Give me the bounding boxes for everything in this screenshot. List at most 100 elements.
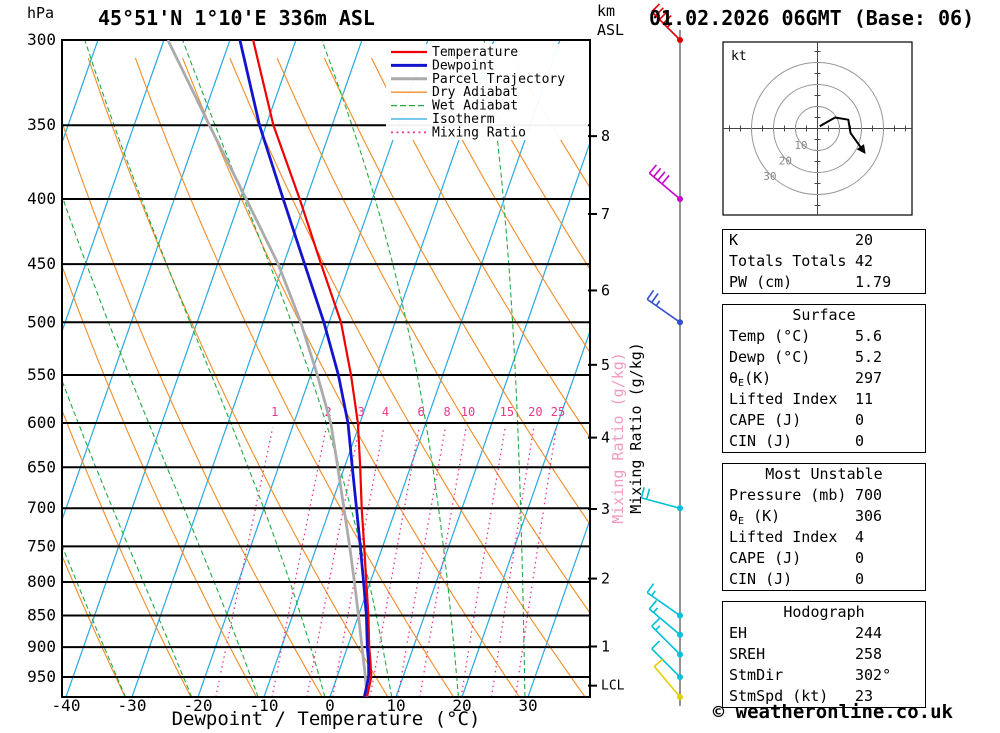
table-row: Pressure (mb) 700	[723, 485, 925, 506]
row-value: 5.2	[855, 348, 883, 366]
table-row: θE (K) 306	[723, 506, 925, 527]
wind-barb	[640, 487, 683, 512]
svg-text:1: 1	[271, 405, 278, 419]
table-row: EH 244	[723, 623, 925, 644]
svg-text:15: 15	[500, 405, 514, 419]
wind-barb	[646, 583, 683, 619]
km-axis-unit-line2: ASL	[597, 21, 625, 39]
svg-text:3: 3	[601, 500, 610, 518]
mixing-ratio-axis-label-pink: Mixing Ratio (g/kg)	[609, 352, 627, 524]
table-row: CAPE (J) 0	[723, 410, 925, 431]
svg-text:5: 5	[601, 356, 610, 374]
wind-barb	[651, 640, 683, 681]
hodograph-ring	[773, 84, 862, 173]
datetime-label: 01.02.2026 06GMT (Base: 06)	[649, 6, 975, 30]
table-row: θE(K) 297	[723, 368, 925, 389]
table-row: Lifted Index 4	[723, 527, 925, 548]
theta-e-subscript: E	[738, 516, 745, 527]
svg-text:Wet Adiabat: Wet Adiabat	[432, 99, 518, 114]
row-value: 11	[855, 390, 874, 408]
row-label: EH	[729, 624, 748, 642]
svg-text:0: 0	[325, 696, 335, 715]
row-label: StmDir	[729, 666, 784, 684]
mixing-ratio-lines: 1 2 3 4 6 8 10 15 20 25	[215, 405, 565, 697]
svg-text:Isotherm: Isotherm	[432, 112, 495, 127]
svg-text:650: 650	[27, 457, 56, 476]
row-value: 0	[855, 432, 865, 450]
svg-text:6: 6	[601, 281, 610, 299]
svg-text:2: 2	[601, 570, 610, 588]
wind-barb	[653, 658, 683, 700]
wind-barb-column	[640, 3, 683, 706]
indices-table-section: K 20 Totals Totals 42 PW (cm) 1.79	[722, 229, 926, 294]
table-row: K 20	[723, 230, 925, 251]
row-label: StmSpd (kt)	[729, 687, 829, 705]
svg-text:400: 400	[27, 189, 56, 208]
table-row: SREH 258	[723, 644, 925, 665]
row-label: Temp (°C)	[729, 327, 811, 345]
svg-text:30: 30	[518, 696, 537, 715]
table-row: CIN (J) 0	[723, 431, 925, 452]
pressure-axis-unit: hPa	[27, 4, 55, 22]
page-title: 45°51'N 1°10'E 336m ASL	[98, 6, 375, 30]
profile-lines	[166, 40, 373, 697]
svg-text:4: 4	[382, 405, 389, 419]
row-value: 4	[855, 528, 865, 546]
dry-adiabat-lines	[62, 57, 590, 697]
svg-text:3: 3	[358, 405, 365, 419]
svg-text:kt: kt	[731, 49, 747, 64]
table-row: PW (cm) 1.79	[723, 272, 925, 293]
svg-text:25: 25	[551, 405, 565, 419]
theta-e-subscript: E	[738, 378, 745, 389]
row-label: CIN (J)	[729, 570, 793, 588]
km-axis-unit: km ASL	[597, 2, 624, 40]
row-value: 0	[855, 549, 865, 567]
row-label: CIN (J)	[729, 432, 793, 450]
row-value: 23	[855, 687, 874, 705]
pressure-grid	[61, 39, 591, 698]
table-section-header: Surface	[792, 306, 856, 324]
plot-border	[61, 39, 591, 698]
svg-text:Parcel Trajectory: Parcel Trajectory	[432, 72, 565, 87]
svg-text:6: 6	[417, 405, 424, 419]
row-label: θE (K)	[729, 507, 781, 527]
svg-text:800: 800	[27, 572, 56, 591]
row-value: 5.6	[855, 327, 883, 345]
indices-table-section: Hodograph EH 244 SREH 258 StmDir 302° StmSpd (k…	[722, 601, 926, 708]
wind-barb	[648, 600, 683, 638]
km-axis-unit-line1: km	[597, 2, 616, 20]
row-label: K	[729, 231, 739, 249]
hodograph-ring	[751, 62, 884, 195]
row-value: 0	[855, 411, 865, 429]
row-label: PW (cm)	[729, 273, 793, 291]
row-label: Totals Totals	[729, 252, 847, 270]
row-value: 297	[855, 369, 883, 387]
svg-text:1: 1	[601, 638, 610, 656]
row-label: Lifted Index	[729, 390, 838, 408]
svg-text:Temperature: Temperature	[432, 45, 518, 60]
x-axis-title: Dewpoint / Temperature (°C)	[171, 708, 481, 730]
row-label: SREH	[729, 645, 766, 663]
hodograph-arrow	[856, 144, 866, 154]
table-row: Temp (°C) 5.6	[723, 326, 925, 347]
svg-text:-20: -20	[184, 696, 213, 715]
svg-text:10: 10	[794, 139, 807, 152]
svg-text:950: 950	[27, 667, 56, 686]
svg-text:750: 750	[27, 536, 56, 555]
wind-barb	[651, 617, 683, 658]
svg-text:850: 850	[27, 606, 56, 625]
svg-text:500: 500	[27, 312, 56, 331]
copyright: © weatheronline.co.uk	[712, 701, 953, 723]
indices-table-section: Most Unstable Pressure (mb) 700 θE (K) 306 Li…	[722, 463, 926, 591]
indices-panel: K 20 Totals Totals 42 PW (cm) 1.79 Surface Temp…	[722, 229, 926, 718]
row-value: 302°	[855, 666, 892, 684]
table-row: CAPE (J) 0	[723, 548, 925, 569]
row-value: 244	[855, 624, 883, 642]
svg-text:20: 20	[452, 696, 471, 715]
mixing-ratio-axis-label: Mixing Ratio (g/kg)	[627, 342, 645, 514]
row-label: CAPE (J)	[729, 549, 802, 567]
row-label: Lifted Index	[729, 528, 838, 546]
